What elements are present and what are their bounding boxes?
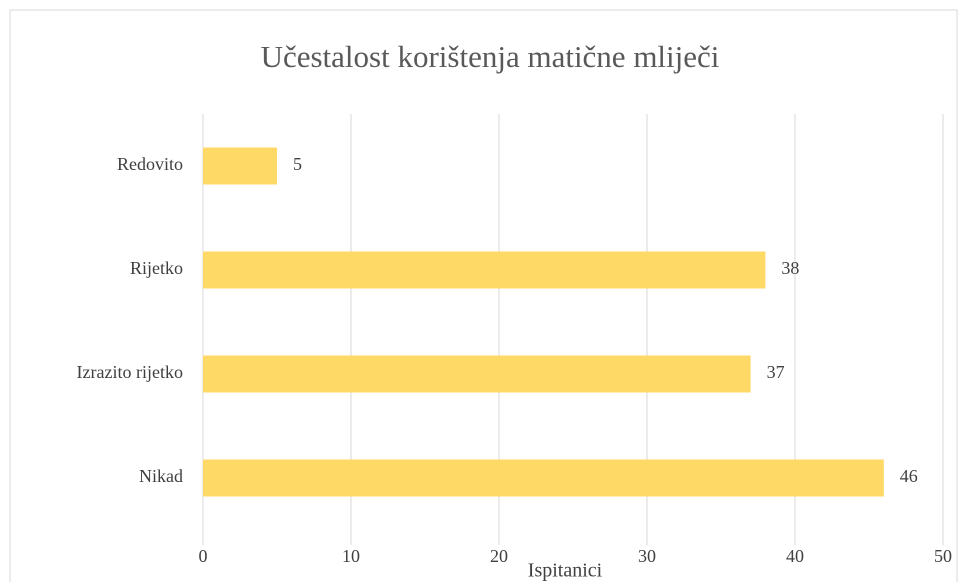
chart-title: Učestalost korištenja matične mliječi: [261, 39, 720, 74]
bar: [203, 459, 884, 497]
x-tick-label: 40: [786, 546, 804, 566]
y-tick-label: Rijetko: [130, 258, 183, 278]
data-label: 37: [767, 362, 785, 382]
data-label: 46: [900, 466, 918, 486]
y-tick-label: Redovito: [117, 154, 183, 174]
y-tick-label: Izrazito rijetko: [77, 362, 183, 382]
bar: [203, 355, 751, 393]
x-tick-label: 30: [638, 546, 656, 566]
bar: [203, 251, 766, 289]
x-tick-label: 20: [490, 546, 508, 566]
x-tick-label: 0: [199, 546, 208, 566]
data-label: 5: [293, 154, 302, 174]
y-tick-label: Nikad: [139, 466, 183, 486]
x-axis-label: Ispitanici: [528, 560, 603, 582]
bar: [203, 147, 277, 185]
x-tick-label: 10: [342, 546, 360, 566]
x-tick-label: 50: [934, 546, 952, 566]
chart-border: [9, 9, 958, 582]
data-label: 38: [781, 258, 799, 278]
